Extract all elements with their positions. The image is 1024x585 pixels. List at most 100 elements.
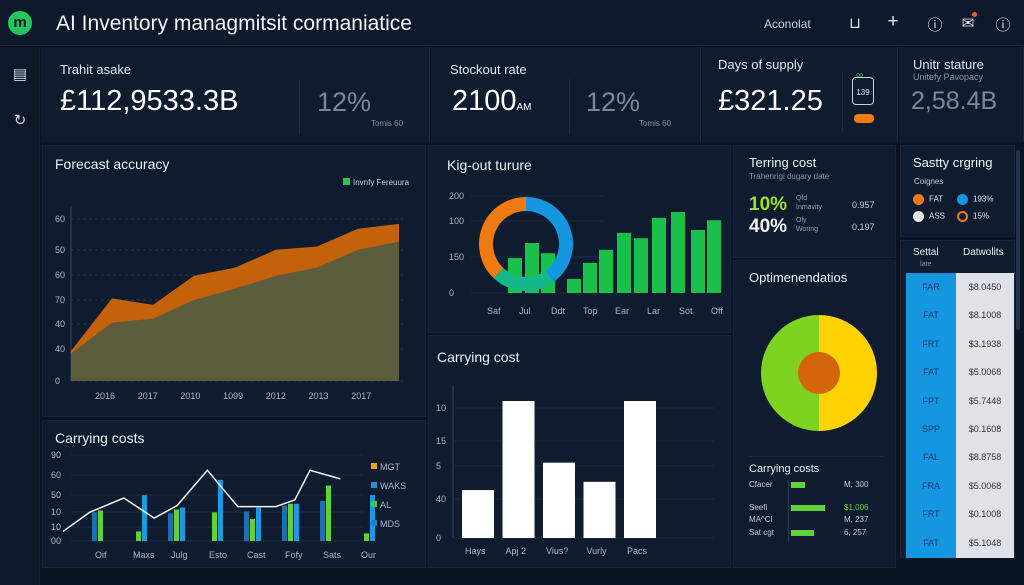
legend-label: 15% [973, 211, 990, 221]
x-tick-label: Oif [95, 550, 107, 560]
cell-code: FRA [906, 471, 956, 501]
terring-l2: Woring [796, 226, 819, 233]
y-tick-label: 40 [436, 494, 446, 504]
bar-MDS [282, 505, 287, 541]
carrying-cost-row: Sat cgt 6, 257 [749, 528, 889, 540]
table-row[interactable]: FRT $0.1008 [906, 500, 1014, 530]
cell-amount: $5.1048 [956, 528, 1014, 558]
table-row[interactable]: FRA $5.0068 [906, 471, 1014, 501]
bar-AL [98, 510, 103, 541]
table-row[interactable]: FAT $5.1048 [906, 528, 1014, 558]
bar [502, 401, 535, 538]
legend-swatch [371, 463, 377, 469]
cell-amount: $0.1608 [956, 415, 1014, 444]
kpi-card-stockout: Stockout rate 2100AM 12% Tomis 60 [431, 47, 701, 142]
kpi-note: Tomis 60 [639, 119, 672, 128]
y-tick-label: 5 [436, 461, 441, 471]
kpi-card-trahit: Trahit asake £112,9533.3B 12% Tomis 60 [41, 47, 430, 142]
pie-center [798, 352, 840, 394]
table-row[interactable]: FRT $3.1938 [906, 329, 1014, 359]
cell-amount: $8.1008 [956, 301, 1014, 331]
legend-swatch [371, 482, 377, 488]
top-bar: m AI Inventory managmitsit cormaniatice … [0, 0, 1024, 46]
window-icon[interactable]: ⊔ [849, 15, 861, 32]
table-row[interactable]: FPT $5.7448 [906, 386, 1014, 416]
status-pill [854, 114, 874, 123]
calendar-icon: ∞ 139 [852, 71, 874, 105]
table-row[interactable]: FAL $8.8758 [906, 443, 1014, 473]
bar-WAKS [180, 507, 185, 541]
row-label: Sat cgt [749, 528, 774, 537]
row-label: MA^CI [749, 515, 773, 524]
optimization-pie-chart [761, 315, 877, 431]
x-tick-label: Apj 2 [506, 546, 527, 556]
terring-row: 10% Qfd Inmavity 0.957 [749, 194, 899, 216]
table-row[interactable]: SPP $0.1608 [906, 415, 1014, 444]
table-row[interactable]: FAT $8.1008 [906, 301, 1014, 331]
cell-amount: $5.0068 [956, 358, 1014, 388]
bar-MDS [168, 513, 173, 541]
cell-code: FAT [906, 358, 956, 388]
panel-subtitle: Trahenrigi dugary date [749, 172, 830, 181]
carrying-costs-panel: Carrying costs 00 10 10 50 60 90 Oif Maxs Julg Es… [42, 420, 426, 568]
mail-icon[interactable]: ✉ [959, 12, 977, 32]
y-tick-label: 90 [51, 450, 61, 460]
row-bar [791, 530, 814, 536]
bar [599, 249, 613, 293]
legend-swatch [371, 501, 377, 507]
y-tick-label: 200 [449, 191, 464, 201]
y-tick-label: 0 [449, 288, 454, 298]
row-value: M, 300 [844, 480, 869, 489]
x-tick-label: Julg [171, 550, 188, 560]
terring-l2: Inmavity [796, 204, 823, 211]
help-icon[interactable]: ⓘ [995, 17, 1011, 34]
bar-MDS [320, 500, 325, 541]
account-menu[interactable]: Aconolat [764, 17, 811, 31]
legend-swatch [913, 211, 924, 222]
chart-legend: Invnfy Fereuura [343, 178, 409, 187]
bar [583, 262, 597, 293]
save-icon[interactable]: ▤ [12, 66, 28, 83]
terring-value: 0.197 [852, 222, 875, 232]
carrying-cost-row: Cfacer M, 300 [749, 480, 889, 492]
kpi-unit: AM [516, 102, 532, 113]
x-tick-label: 2012 [266, 391, 286, 401]
x-tick-label: Esto [209, 550, 227, 560]
kpi-card-days-supply: Days of supply £321.25 ∞ 139 [702, 47, 898, 142]
bar [652, 217, 666, 293]
info-icon[interactable]: ⓘ [927, 17, 943, 34]
x-tick-label: Lar [647, 306, 660, 316]
table-row[interactable]: FAT $5.0068 [906, 358, 1014, 388]
legend-item: FAT [913, 194, 943, 205]
y-tick-label: 00 [51, 536, 61, 546]
bar-AL [326, 485, 331, 541]
x-tick-label: Saf [487, 306, 501, 316]
cell-code: FRT [906, 500, 956, 530]
terring-row: 40% Oly Woring 0.197 [749, 216, 899, 238]
y-tick-label: 60 [55, 270, 65, 280]
refresh-icon[interactable]: ↻ [13, 112, 27, 129]
table-row[interactable]: FAR $8.0450 [906, 273, 1014, 302]
kpi-value: £112,9533.3B [60, 85, 239, 117]
x-tick-label: Cast [247, 550, 266, 560]
x-tick-label: Top [583, 306, 598, 316]
terring-l1: Qfd [796, 195, 808, 202]
panel-title: Optimenendatios [749, 270, 848, 285]
legend-label: ASS [929, 211, 946, 221]
bar-WAKS [142, 495, 147, 541]
safety-stock-panel: Sastty crgring Coignes FAT 193% ASS 15% [900, 145, 1015, 237]
forecast-accuracy-panel: Forecast accuracy Invnfy Fereuura 0 40 40 7… [42, 145, 426, 417]
calendar-badge: 139 [856, 88, 870, 97]
cell-code: FPT [906, 386, 956, 416]
bar-WAKS [294, 503, 299, 541]
terring-pct: 40% [749, 216, 788, 237]
bar [707, 220, 721, 293]
legend-label: Invnfy Fereuura [353, 178, 410, 187]
scrollbar[interactable] [1016, 150, 1020, 330]
bar-MDS [92, 512, 97, 541]
row-value: M, 237 [844, 515, 869, 524]
cell-amount: $8.8758 [956, 443, 1014, 473]
plus-icon[interactable]: + [887, 11, 899, 32]
row-bar [791, 482, 805, 488]
row-value: 6, 257 [844, 528, 867, 537]
